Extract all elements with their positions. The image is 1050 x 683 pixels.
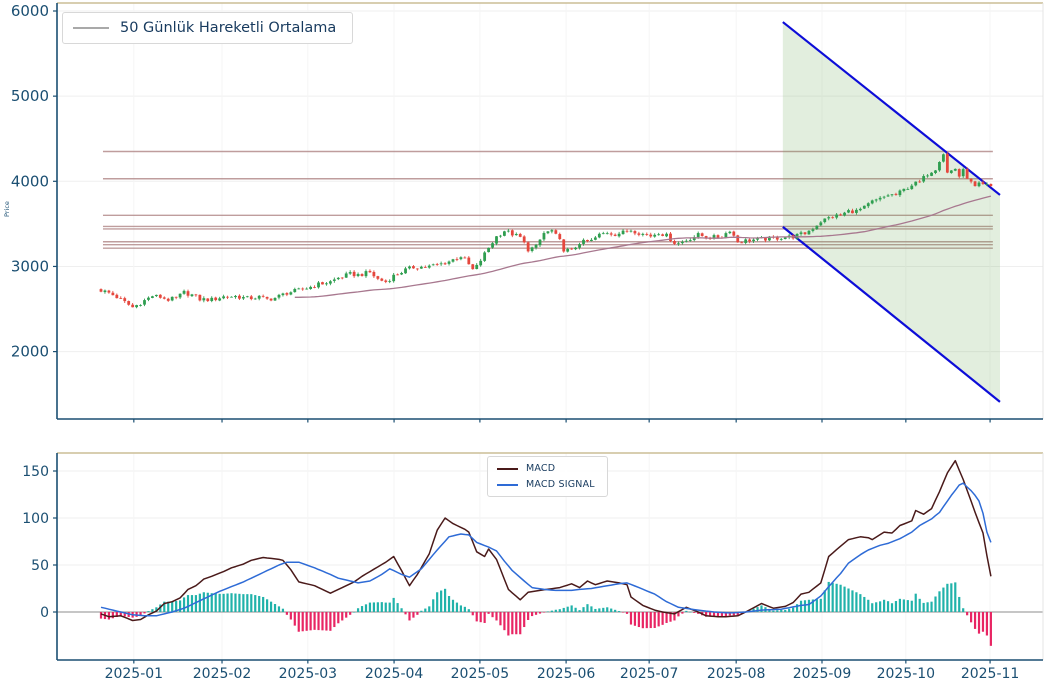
tick-label: 2025-11: [961, 666, 1020, 682]
axis-ticks-labels: 2000 3000 4000 5000 6000 0 50 100 150 2025-01 2025…: [11, 2, 1020, 682]
gridlines: [57, 3, 1043, 660]
tick-label: 0: [40, 605, 49, 621]
macd-line-sample: [497, 467, 518, 470]
ma-legend-line-sample: [73, 27, 109, 29]
tick-label: 2025-03: [279, 666, 338, 682]
resistance-lines: [102, 150, 993, 249]
tick-label: 50: [31, 558, 49, 574]
tick-label: 2025-09: [793, 666, 852, 682]
tick-label: 4000: [11, 172, 49, 190]
tick-label: 2025-01: [105, 666, 164, 682]
ma50-line: [294, 195, 992, 298]
candles: [99, 152, 993, 309]
ma-legend: 50 Günlük Hareketli Ortalama: [62, 12, 354, 44]
tick-label: 3000: [11, 257, 49, 275]
tick-label: 150: [22, 464, 49, 480]
tick-label: 5000: [11, 87, 49, 105]
tick-label: 2025-07: [620, 666, 679, 682]
trend-channel: [782, 21, 1001, 403]
macd-legend-row-macd: MACD: [497, 463, 555, 474]
tick-label: 2000: [11, 343, 49, 361]
macd-legend-row-signal: MACD SIGNAL: [497, 479, 595, 490]
tick-label: 2025-10: [877, 666, 936, 682]
tick-label: 2025-08: [707, 666, 766, 682]
signal-line-sample: [497, 483, 518, 486]
spines: [56, 2, 1044, 661]
tick-label: 2025-04: [365, 666, 424, 682]
macd-histogram: [99, 581, 992, 646]
macd-legend: MACD MACD SIGNAL: [487, 456, 608, 497]
tick-label: 2025-05: [451, 666, 510, 682]
ma-legend-label: 50 Günlük Hareketli Ortalama: [120, 20, 337, 36]
tick-label: 2025-06: [537, 666, 596, 682]
price-axis-label: Price: [3, 201, 11, 217]
macd-signal-line: [100, 482, 992, 617]
tick-label: 6000: [11, 2, 49, 20]
tick-label: 2025-02: [193, 666, 252, 682]
tick-label: 100: [22, 511, 49, 527]
macd-legend-label: MACD: [526, 463, 556, 474]
macd-signal-legend-label: MACD SIGNAL: [526, 479, 595, 490]
